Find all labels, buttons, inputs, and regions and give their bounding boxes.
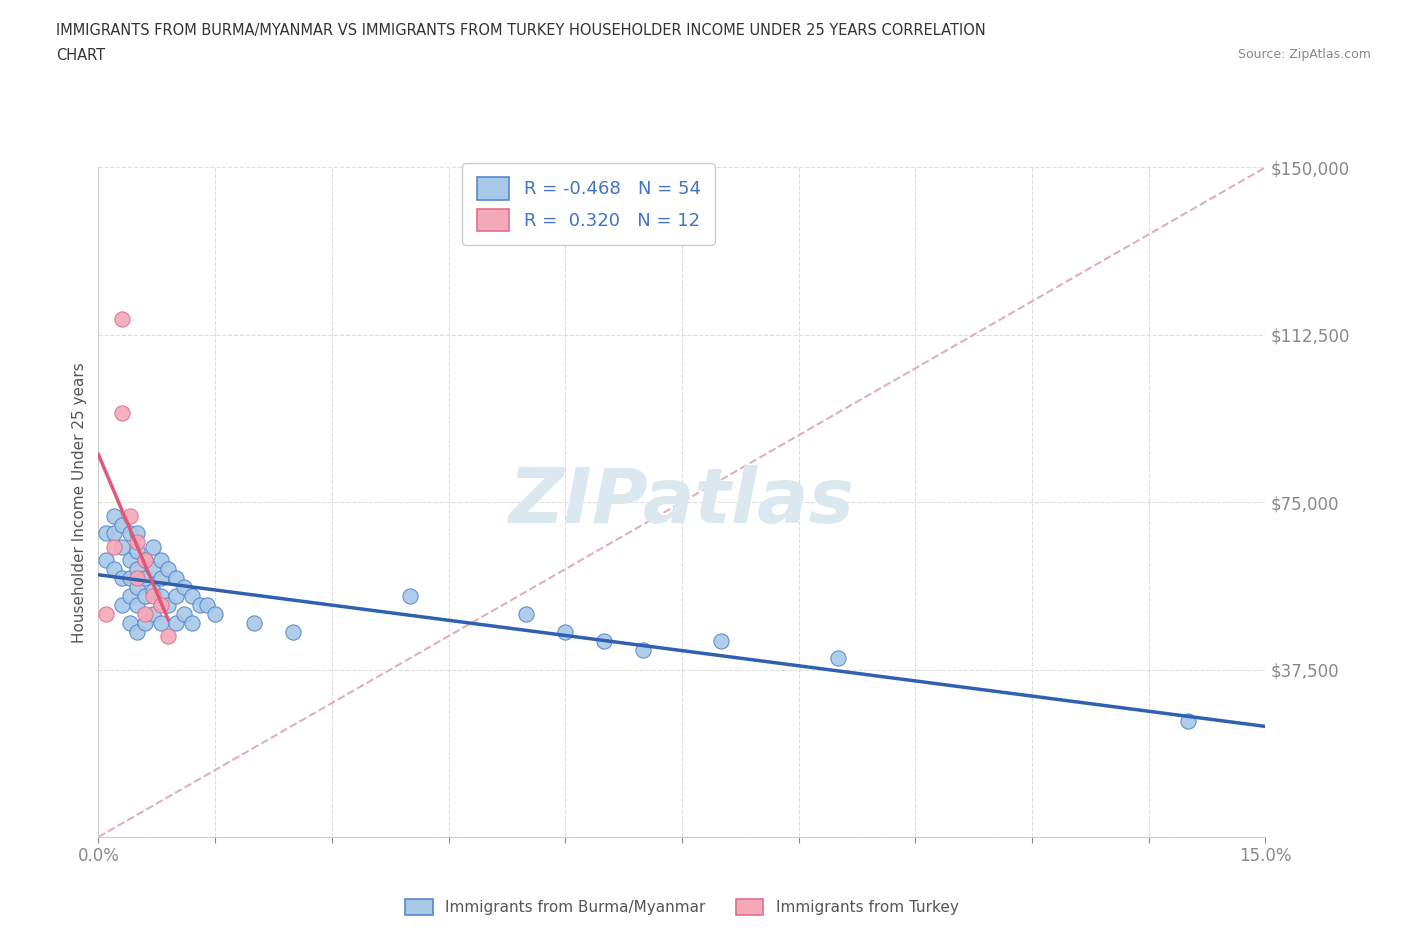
Point xyxy=(710,633,733,648)
Point xyxy=(142,539,165,554)
Point xyxy=(515,606,537,621)
Point xyxy=(142,589,165,604)
Point xyxy=(149,571,172,586)
Point xyxy=(103,539,125,554)
Point xyxy=(593,633,616,648)
Point xyxy=(127,597,149,612)
Point xyxy=(127,535,149,550)
Point xyxy=(142,606,165,621)
Point xyxy=(398,589,420,604)
Point xyxy=(96,552,118,567)
Point xyxy=(111,312,134,326)
Point xyxy=(118,552,141,567)
Point xyxy=(157,597,180,612)
Point xyxy=(134,616,156,631)
Point xyxy=(165,571,187,586)
Point xyxy=(243,616,266,631)
Point xyxy=(118,571,141,586)
Point xyxy=(111,405,134,420)
Point xyxy=(631,642,654,657)
Point xyxy=(96,526,118,541)
Point xyxy=(103,562,125,577)
Point xyxy=(827,651,849,666)
Point xyxy=(1177,713,1199,728)
Point xyxy=(127,579,149,594)
Point xyxy=(157,562,180,577)
Point xyxy=(111,571,134,586)
Point xyxy=(554,624,576,639)
Point xyxy=(127,624,149,639)
Text: IMMIGRANTS FROM BURMA/MYANMAR VS IMMIGRANTS FROM TURKEY HOUSEHOLDER INCOME UNDER: IMMIGRANTS FROM BURMA/MYANMAR VS IMMIGRA… xyxy=(56,23,986,38)
Point xyxy=(149,552,172,567)
Legend: Immigrants from Burma/Myanmar, Immigrants from Turkey: Immigrants from Burma/Myanmar, Immigrant… xyxy=(398,891,966,923)
Point xyxy=(134,552,156,567)
Point xyxy=(111,517,134,532)
Point xyxy=(195,597,218,612)
Point xyxy=(118,526,141,541)
Point xyxy=(149,597,172,612)
Point xyxy=(180,616,202,631)
Point xyxy=(103,526,125,541)
Point xyxy=(142,584,165,599)
Point xyxy=(173,579,195,594)
Point xyxy=(118,508,141,523)
Text: CHART: CHART xyxy=(56,48,105,63)
Point xyxy=(127,544,149,559)
Point xyxy=(103,508,125,523)
Point xyxy=(118,616,141,631)
Point xyxy=(96,606,118,621)
Point xyxy=(134,606,156,621)
Point xyxy=(111,597,134,612)
Point xyxy=(204,606,226,621)
Point xyxy=(165,616,187,631)
Point xyxy=(173,606,195,621)
Point xyxy=(188,597,211,612)
Point xyxy=(180,589,202,604)
Point xyxy=(149,589,172,604)
Point xyxy=(111,539,134,554)
Point xyxy=(118,589,141,604)
Point xyxy=(142,562,165,577)
Y-axis label: Householder Income Under 25 years: Householder Income Under 25 years xyxy=(72,362,87,643)
Text: Source: ZipAtlas.com: Source: ZipAtlas.com xyxy=(1237,48,1371,61)
Point xyxy=(134,589,156,604)
Point xyxy=(165,589,187,604)
Point xyxy=(134,552,156,567)
Text: ZIPatlas: ZIPatlas xyxy=(509,465,855,539)
Point xyxy=(157,629,180,644)
Point xyxy=(149,616,172,631)
Point xyxy=(127,526,149,541)
Point xyxy=(134,571,156,586)
Point xyxy=(127,562,149,577)
Point xyxy=(281,624,304,639)
Point xyxy=(127,571,149,586)
